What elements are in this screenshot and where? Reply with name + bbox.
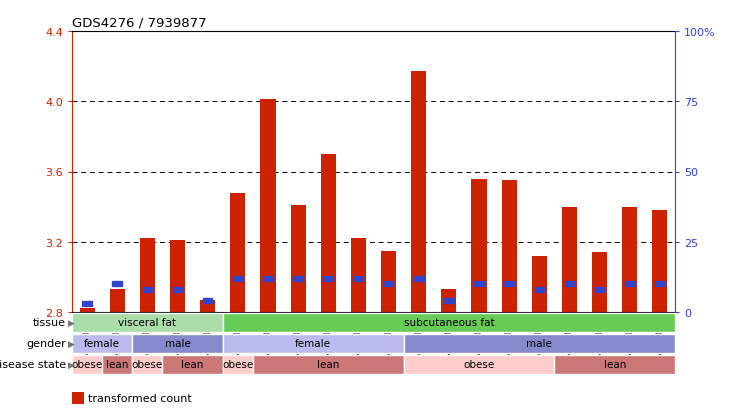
Bar: [261, 100, 275, 312]
Text: tissue: tissue: [33, 318, 66, 328]
Bar: [592, 253, 607, 312]
Text: ▶: ▶: [69, 360, 75, 369]
Bar: [502, 181, 517, 312]
Bar: [223, 355, 253, 374]
Bar: [384, 282, 393, 287]
Bar: [72, 355, 102, 374]
Bar: [595, 287, 604, 292]
Bar: [82, 301, 92, 306]
Bar: [625, 282, 634, 287]
Bar: [223, 334, 404, 353]
Bar: [381, 251, 396, 312]
Bar: [323, 276, 333, 281]
Text: obese: obese: [222, 360, 253, 370]
Bar: [72, 313, 223, 332]
Bar: [293, 276, 303, 281]
Text: male: male: [526, 339, 553, 349]
Bar: [474, 282, 484, 287]
Bar: [72, 334, 132, 353]
Bar: [253, 355, 404, 374]
Text: visceral fat: visceral fat: [118, 318, 177, 328]
Bar: [132, 334, 223, 353]
Bar: [170, 240, 185, 312]
Bar: [472, 179, 487, 312]
Text: ▶: ▶: [69, 318, 75, 327]
Text: lean: lean: [182, 360, 204, 370]
Bar: [504, 282, 514, 287]
Bar: [442, 290, 456, 312]
Bar: [263, 276, 273, 281]
Text: female: female: [295, 339, 331, 349]
Bar: [444, 299, 454, 304]
Bar: [173, 287, 182, 292]
Text: lean: lean: [106, 360, 128, 370]
Bar: [223, 313, 675, 332]
Bar: [203, 299, 212, 304]
Bar: [132, 355, 163, 374]
Bar: [562, 207, 577, 312]
Text: lean: lean: [604, 360, 626, 370]
Text: female: female: [84, 339, 120, 349]
Bar: [102, 355, 132, 374]
Bar: [142, 287, 152, 292]
Bar: [163, 355, 223, 374]
Bar: [404, 334, 675, 353]
Bar: [531, 256, 547, 312]
Bar: [80, 309, 95, 312]
Bar: [622, 207, 637, 312]
Text: obese: obese: [131, 360, 163, 370]
Bar: [230, 193, 245, 312]
Text: obese: obese: [464, 360, 495, 370]
Bar: [414, 276, 423, 281]
Text: GDS4276 / 7939877: GDS4276 / 7939877: [72, 17, 207, 30]
Bar: [291, 205, 306, 312]
Bar: [534, 287, 544, 292]
Text: obese: obese: [72, 360, 103, 370]
Text: lean: lean: [317, 360, 339, 370]
Text: disease state: disease state: [0, 360, 66, 370]
Bar: [653, 211, 667, 312]
Bar: [140, 239, 155, 312]
Text: subcutaneous fat: subcutaneous fat: [404, 318, 494, 328]
Bar: [564, 282, 575, 287]
Text: transformed count: transformed count: [88, 393, 192, 403]
Bar: [404, 355, 554, 374]
Text: male: male: [164, 339, 191, 349]
Bar: [320, 154, 336, 312]
Bar: [233, 276, 242, 281]
Bar: [353, 276, 364, 281]
Bar: [351, 239, 366, 312]
Bar: [110, 290, 125, 312]
Text: gender: gender: [26, 339, 66, 349]
Bar: [554, 355, 675, 374]
Bar: [200, 300, 215, 312]
Bar: [655, 282, 665, 287]
Bar: [112, 282, 122, 287]
Text: ▶: ▶: [69, 339, 75, 348]
Bar: [411, 72, 426, 312]
